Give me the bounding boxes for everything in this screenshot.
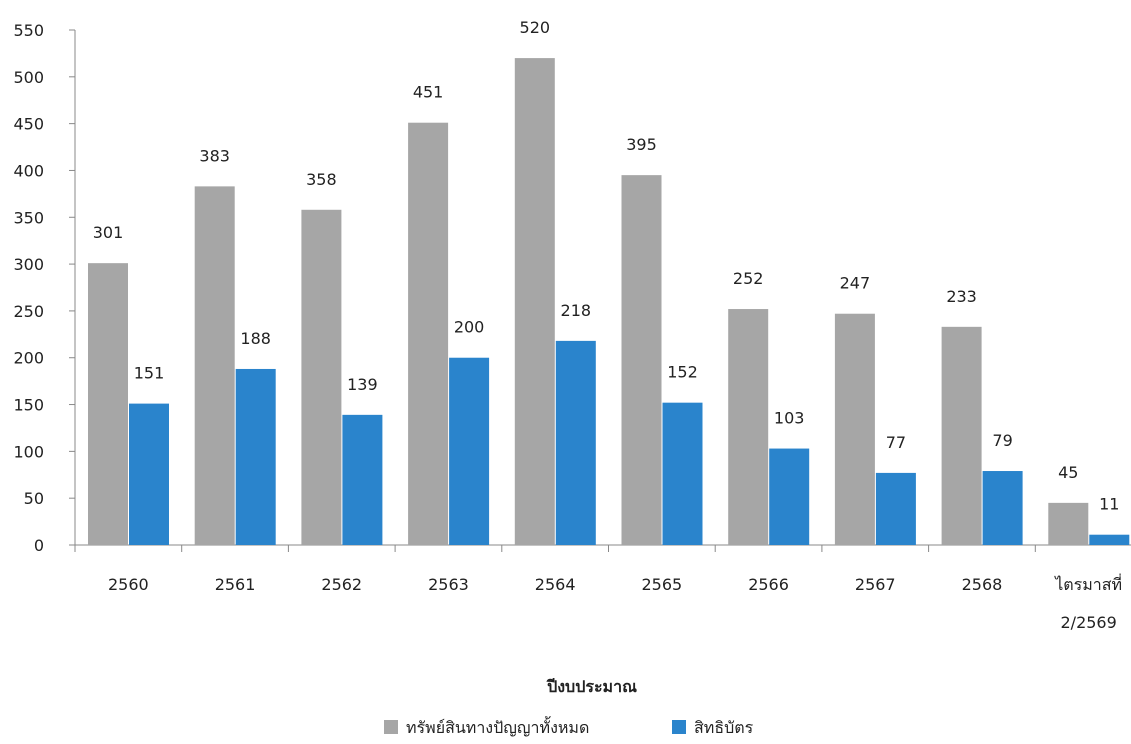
x-tick-label: 2563 <box>428 575 469 594</box>
y-tick-label: 500 <box>13 68 44 87</box>
data-label: 200 <box>454 318 485 337</box>
y-tick-label: 50 <box>24 489 44 508</box>
x-axis-title: ปีงบประมาณ <box>546 677 637 696</box>
data-label: 233 <box>946 287 977 306</box>
data-label: 451 <box>413 83 444 102</box>
legend-label: ทรัพย์สินทางปัญญาทั้งหมด <box>406 716 589 737</box>
bar-total-ip <box>728 309 769 545</box>
x-tick-label: 2564 <box>535 575 576 594</box>
bar-total-ip <box>514 58 555 545</box>
data-label: 139 <box>347 375 378 394</box>
data-label: 247 <box>840 274 871 293</box>
x-tick-label: 2560 <box>108 575 149 594</box>
data-label: 79 <box>992 431 1012 450</box>
data-label: 218 <box>561 301 592 320</box>
y-tick-label: 0 <box>34 536 44 555</box>
bar-patent <box>342 414 383 545</box>
y-tick-label: 300 <box>13 255 44 274</box>
bar-patent <box>1089 534 1130 545</box>
bar-patent <box>662 402 703 545</box>
value-labels: 301 383 358 451 520 395 252 247 233 45 151 188 139 20… <box>93 18 1120 514</box>
bar-patent <box>982 471 1023 545</box>
bar-total-ip <box>88 263 128 545</box>
x-tick-label: 2562 <box>321 575 362 594</box>
x-axis: 2560 2561 2562 2563 2564 2565 2566 2567 2568 ไตรม… <box>74 544 1131 632</box>
x-tick-label: 2566 <box>748 575 789 594</box>
data-label: 252 <box>733 269 764 288</box>
x-tick-label: 2565 <box>641 575 682 594</box>
bar-total-ip <box>834 313 875 545</box>
bar-patent <box>449 357 490 545</box>
x-tick-label: 2561 <box>215 575 256 594</box>
data-label: 152 <box>667 363 698 382</box>
data-label: 151 <box>134 364 165 383</box>
y-tick-label: 400 <box>13 161 44 180</box>
y-tick-label: 150 <box>13 396 44 415</box>
data-label: 188 <box>240 329 271 348</box>
bars <box>88 58 1130 546</box>
x-tick-label: 2/2569 <box>1061 613 1117 632</box>
data-label: 395 <box>626 135 657 154</box>
x-tick-label: 2568 <box>962 575 1003 594</box>
y-tick-label: 200 <box>13 349 44 368</box>
bar-total-ip <box>941 326 982 545</box>
y-axis: 0 50 100 150 200 250 300 350 400 450 500 550 <box>13 21 76 555</box>
y-tick-label: 550 <box>13 21 44 40</box>
data-label: 11 <box>1099 495 1119 514</box>
data-label: 358 <box>306 170 337 189</box>
y-tick-label: 450 <box>13 115 44 134</box>
data-label: 301 <box>93 223 124 242</box>
bar-total-ip <box>194 186 235 545</box>
x-tick-label: 2567 <box>855 575 896 594</box>
data-label: 520 <box>520 18 551 37</box>
data-label: 45 <box>1058 463 1078 482</box>
y-tick-label: 100 <box>13 442 44 461</box>
bar-patent <box>769 448 810 545</box>
bar-patent <box>555 340 596 545</box>
legend-swatch <box>384 720 398 734</box>
bar-total-ip <box>1048 502 1089 545</box>
legend-swatch <box>672 720 686 734</box>
bar-total-ip <box>621 175 662 546</box>
data-label: 77 <box>886 433 906 452</box>
bar-patent <box>875 472 916 545</box>
y-tick-label: 350 <box>13 208 44 227</box>
bar-total-ip <box>301 209 342 546</box>
x-tick-label: ไตรมาสที่ <box>1053 573 1122 594</box>
data-label: 103 <box>774 409 805 428</box>
bar-patent <box>235 368 276 545</box>
legend-label: สิทธิบัตร <box>694 718 754 737</box>
y-tick-label: 250 <box>13 302 44 321</box>
bar-total-ip <box>408 122 449 545</box>
bar-patent <box>129 403 169 545</box>
legend: ทรัพย์สินทางปัญญาทั้งหมด สิทธิบัตร <box>384 716 754 737</box>
data-label: 383 <box>199 146 230 165</box>
